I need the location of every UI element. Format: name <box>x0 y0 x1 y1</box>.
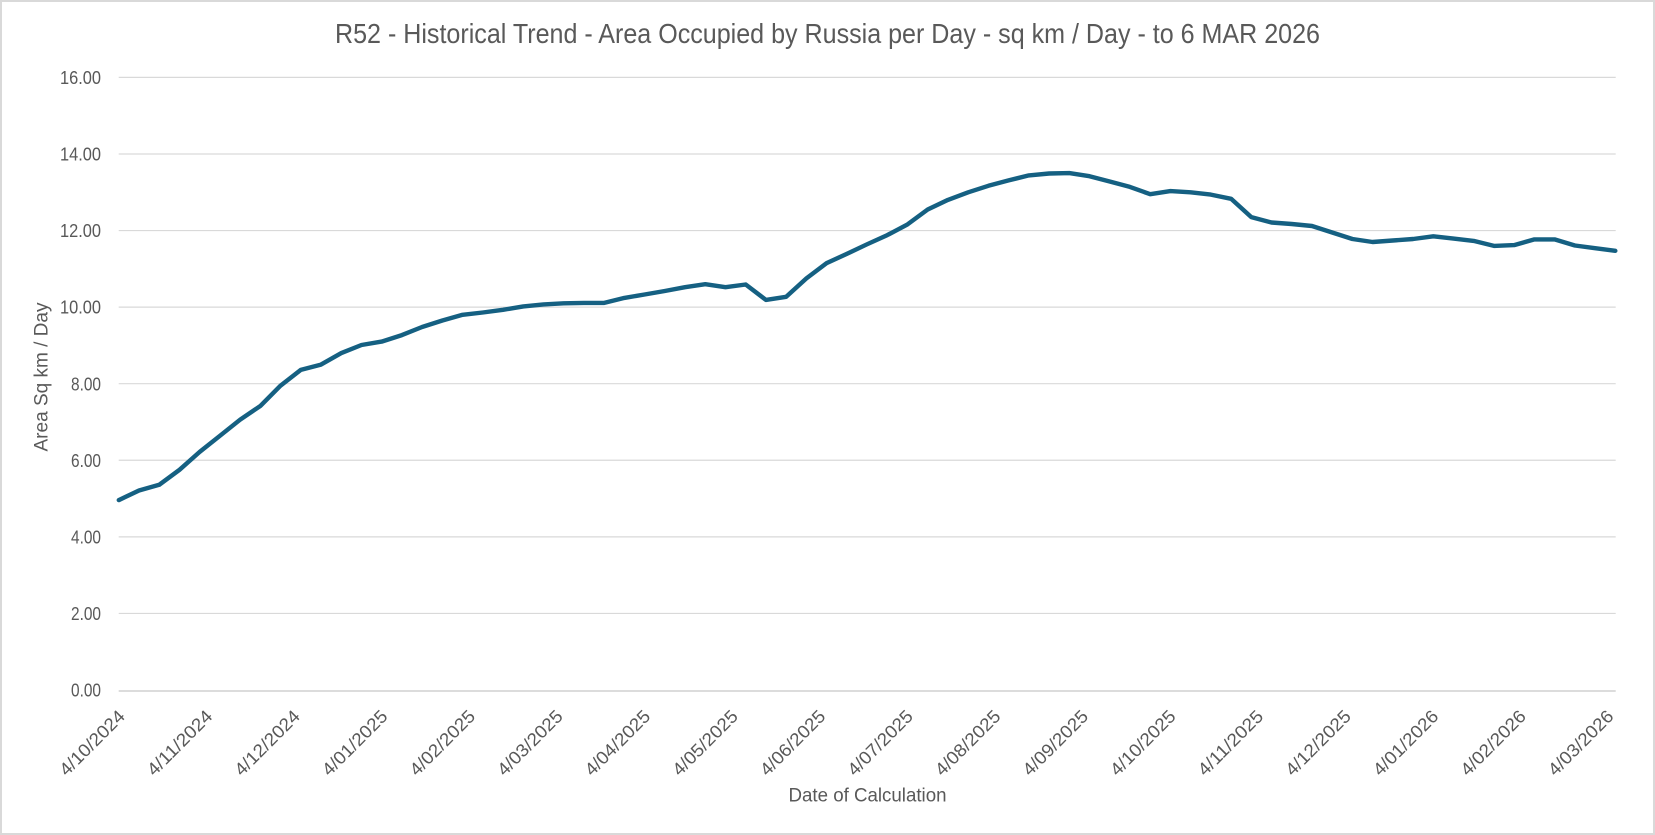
svg-text:4.00: 4.00 <box>71 527 101 548</box>
svg-text:Area Sq km / Day: Area Sq km / Day <box>32 302 53 451</box>
svg-text:Date of Calculation: Date of Calculation <box>789 786 947 807</box>
svg-text:R52 - Historical Trend - Area: R52 - Historical Trend - Area Occupied b… <box>335 18 1320 49</box>
svg-text:12.00: 12.00 <box>60 220 101 241</box>
svg-text:6.00: 6.00 <box>71 450 101 471</box>
svg-text:0.00: 0.00 <box>71 680 101 701</box>
svg-text:10.00: 10.00 <box>60 297 101 318</box>
svg-text:2.00: 2.00 <box>71 603 101 624</box>
svg-text:8.00: 8.00 <box>71 373 101 394</box>
svg-text:16.00: 16.00 <box>60 67 101 88</box>
svg-text:14.00: 14.00 <box>60 144 101 165</box>
